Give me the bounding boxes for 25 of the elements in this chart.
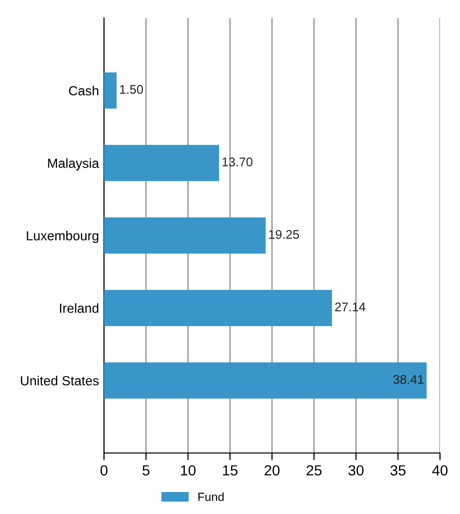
x-tick-label: 15 xyxy=(223,465,238,476)
x-tick-label: 25 xyxy=(306,465,322,476)
bar xyxy=(104,144,220,182)
y-tick-label: Luxembourg xyxy=(26,230,98,244)
bar xyxy=(104,217,266,254)
x-tick-label: 30 xyxy=(348,465,364,476)
data-label: 38.41 xyxy=(393,375,424,384)
x-tick-label: 0 xyxy=(100,465,108,476)
legend-label: Fund xyxy=(198,492,224,502)
y-tick-label: United States xyxy=(20,376,99,386)
y-tick-label: Cash xyxy=(69,86,98,96)
y-tick-label: Ireland xyxy=(60,303,98,313)
x-tick-label: 5 xyxy=(142,465,150,476)
y-tick-label: Malaysia xyxy=(48,158,100,171)
data-label: 1.50 xyxy=(120,85,143,94)
bar xyxy=(104,72,117,109)
bar xyxy=(104,362,427,399)
x-tick-label: 40 xyxy=(432,465,448,476)
x-tick-label: 35 xyxy=(390,465,406,476)
data-label: 13.70 xyxy=(222,158,252,166)
x-tick-label: 10 xyxy=(181,465,196,476)
data-label: 19.25 xyxy=(269,230,299,239)
x-tick-label: 20 xyxy=(264,465,280,476)
data-label: 27.14 xyxy=(335,302,366,312)
bar xyxy=(104,290,332,326)
